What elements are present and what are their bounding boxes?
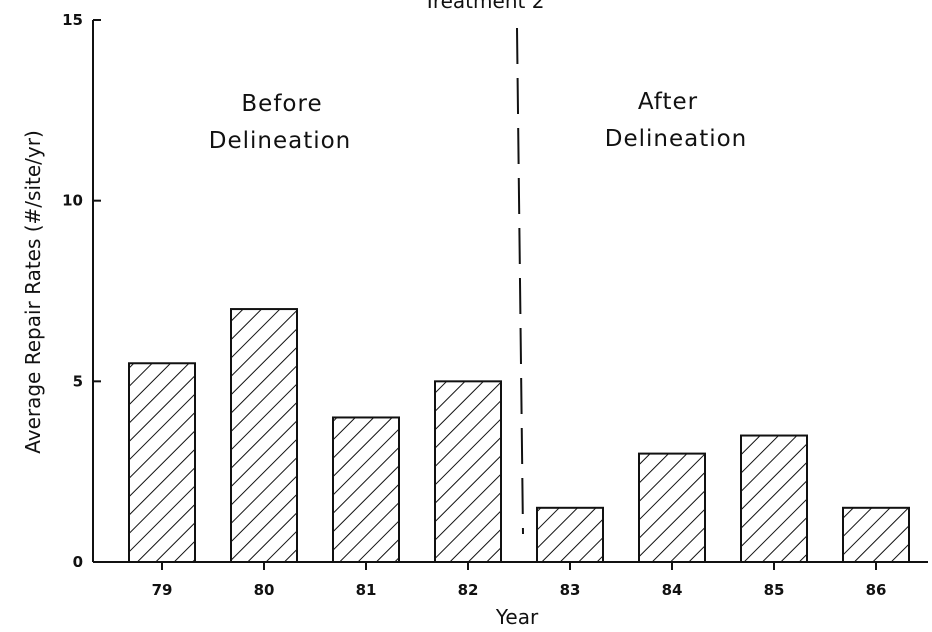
bar-82 bbox=[434, 380, 502, 564]
x-tick-label: 83 bbox=[560, 581, 581, 599]
bar-86 bbox=[842, 506, 910, 563]
chart-title: Treatment 2 bbox=[423, 0, 545, 13]
y-tick-label: 10 bbox=[62, 192, 83, 210]
bar-85 bbox=[740, 434, 808, 563]
x-tick-label: 82 bbox=[458, 581, 479, 599]
y-tick-label: 0 bbox=[73, 553, 83, 571]
x-axis: 79 80 81 82 83 84 85 86 bbox=[93, 561, 928, 599]
divider-line bbox=[516, 27, 524, 535]
before-annotation-line2: Delineation bbox=[209, 128, 352, 154]
bar-80 bbox=[230, 308, 298, 564]
after-annotation-line1: After bbox=[638, 89, 698, 115]
bar-81 bbox=[332, 416, 400, 564]
before-annotation-line1: Before bbox=[241, 91, 322, 117]
x-tick-label: 86 bbox=[866, 581, 887, 599]
y-axis: 0 5 10 15 bbox=[62, 11, 101, 571]
before-after-divider bbox=[516, 27, 524, 535]
x-tick-label: 80 bbox=[254, 581, 275, 599]
x-tick-label: 84 bbox=[662, 581, 683, 599]
x-tick-label: 85 bbox=[764, 581, 785, 599]
y-axis-label: Average Repair Rates (#/site/yr) bbox=[21, 130, 45, 454]
after-annotation-line2: Delineation bbox=[605, 126, 748, 152]
x-tick-label: 79 bbox=[152, 581, 173, 599]
bar-79 bbox=[128, 362, 196, 563]
bar-83 bbox=[536, 506, 604, 563]
x-axis-label: Year bbox=[495, 605, 539, 629]
bar-84 bbox=[638, 452, 706, 564]
y-tick-label: 5 bbox=[73, 372, 83, 390]
x-tick-label: 81 bbox=[356, 581, 377, 599]
y-tick-label: 15 bbox=[62, 11, 83, 29]
bars bbox=[128, 308, 910, 564]
